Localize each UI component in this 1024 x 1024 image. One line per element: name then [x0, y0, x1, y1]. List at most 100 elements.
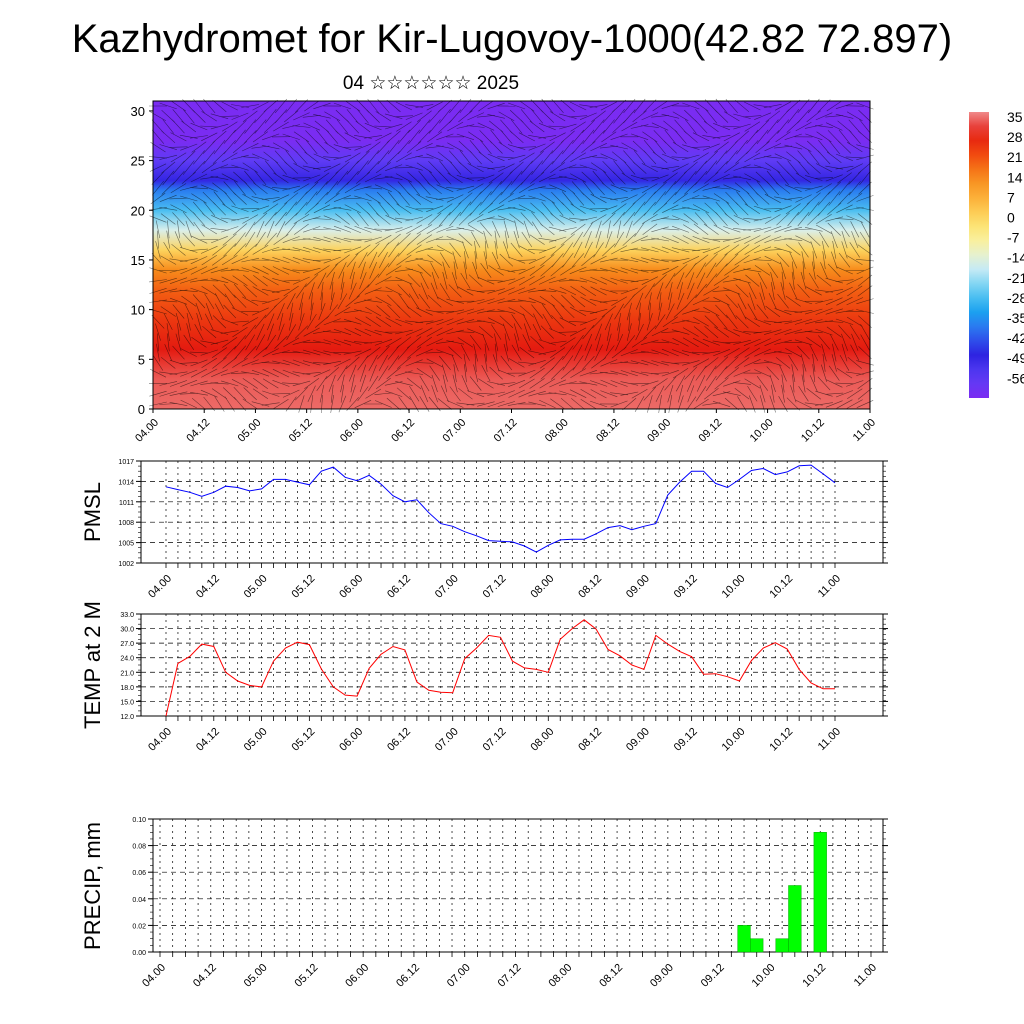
x-tick-label: 04.12 [194, 726, 222, 754]
heatmap-x-tick-label: 06.12 [389, 417, 417, 445]
y-tick-label: 18.0 [120, 685, 134, 692]
x-tick-label: 11.00 [816, 573, 843, 600]
y-tick-label: 1017 [118, 459, 134, 466]
y-tick-label: 12.0 [120, 714, 134, 721]
y-tick-label: 0.02 [132, 923, 146, 930]
x-tick-label: 04.12 [194, 573, 222, 601]
colorbar-label: -14 [1007, 250, 1024, 266]
heatmap-x-tick-label: 08.12 [594, 417, 622, 445]
precip-panel: 0.00 0.02 0.04 0.06 0.08 0.10 04.00 04.12 05.00 0… [80, 817, 888, 990]
precip-bar [813, 832, 827, 953]
heatmap-x-tick-label: 07.12 [492, 417, 520, 445]
heatmap-x-tick-label: 04.00 [133, 417, 161, 445]
colorbar-bar [969, 112, 989, 398]
y-tick-label: 21.0 [120, 670, 134, 677]
y-tick-label: 1011 [119, 500, 134, 507]
y-tick-label: 15.0 [120, 699, 134, 706]
colorbar-label: -56 [1007, 370, 1024, 386]
x-tick-label: 11.00 [816, 726, 843, 753]
x-tick-label: 09.12 [672, 726, 700, 754]
y-tick-label: 0.00 [132, 950, 146, 957]
x-tick-label: 05.12 [290, 726, 318, 754]
panel-frame [152, 818, 884, 953]
x-tick-label: 11.00 [852, 962, 879, 989]
x-tick-label: 06.00 [343, 962, 371, 990]
x-tick-label: 08.00 [528, 726, 556, 754]
x-tick-label: 08.12 [576, 726, 604, 754]
y-tick-label: 0.04 [132, 897, 146, 904]
heatmap-y-tick-label: 25 [131, 154, 145, 169]
x-tick-label: 07.12 [481, 573, 509, 601]
y-axis-title: TEMP at 2 M [80, 601, 105, 729]
y-tick-label: 1008 [118, 520, 134, 527]
x-tick-label: 09.00 [648, 962, 676, 990]
heatmap-y-tick-label: 10 [131, 303, 145, 318]
colorbar-label: -49 [1007, 350, 1024, 366]
heatmap-x-tick-label: 07.00 [440, 417, 468, 445]
x-tick-label: 08.12 [576, 573, 604, 601]
x-tick-label: 06.00 [337, 573, 365, 601]
colorbar: 35 28 21 14 7 0 -7 -14 -21 -28 -35 -42 -49 -56 [969, 109, 1024, 398]
x-tick-label: 09.00 [624, 573, 652, 601]
x-tick-label: 10.00 [750, 962, 778, 990]
colorbar-label: 0 [1007, 210, 1015, 226]
y-axis-title: PMSL [80, 482, 105, 542]
panel-frame [140, 613, 884, 717]
colorbar-label: -7 [1007, 230, 1020, 246]
x-tick-label: 08.00 [546, 962, 574, 990]
wind-barbs [148, 98, 875, 414]
x-tick-label: 06.12 [385, 726, 413, 754]
heatmap-x-tick-label: 11.00 [851, 417, 878, 444]
y-tick-label: 0.10 [132, 817, 146, 824]
heatmap-x-tick-label: 05.12 [287, 417, 315, 445]
heatmap-x-tick-label: 09.00 [645, 417, 673, 445]
precip-bar [750, 938, 764, 953]
y-tick-label: 0.08 [132, 844, 146, 851]
series-line [165, 464, 836, 553]
series-line [165, 619, 835, 717]
x-tick-label: 04.12 [191, 962, 219, 990]
y-tick-label: 24.0 [120, 656, 134, 663]
precip-bar [775, 938, 789, 953]
heatmap-x-tick-label: 10.00 [748, 417, 776, 445]
panel-frame [140, 460, 884, 564]
x-tick-label: 05.00 [242, 573, 270, 601]
colorbar-label: 21 [1007, 149, 1023, 165]
heatmap-x-tick-label: 05.00 [236, 417, 264, 445]
y-tick-label: 1002 [118, 561, 134, 568]
colorbar-label: -28 [1007, 290, 1024, 306]
x-tick-label: 07.12 [496, 962, 524, 990]
precip-bar [788, 885, 802, 953]
precip-bar [737, 925, 751, 953]
pmsl-panel: 1002 1005 1008 1011 1014 1017 04.00 04.12 05.00 0… [80, 459, 888, 601]
heatmap-y-tick-label: 20 [131, 203, 145, 218]
colorbar-label: -35 [1007, 310, 1024, 326]
heatmap-x-tick-label: 04.12 [184, 417, 212, 445]
x-tick-label: 05.12 [293, 962, 321, 990]
x-tick-label: 04.00 [146, 573, 174, 601]
x-tick-label: 10.12 [767, 726, 795, 754]
heatmap-y-tick-label: 15 [131, 253, 145, 268]
x-tick-label: 10.00 [720, 573, 748, 601]
x-tick-label: 05.00 [242, 726, 270, 754]
colorbar-label: 28 [1007, 129, 1023, 145]
temp-2m-panel: 12.0 15.0 18.0 21.0 24.0 27.0 30.0 33.0 04.00 04.… [80, 601, 888, 754]
y-tick-label: 1005 [118, 541, 134, 548]
colorbar-label: 7 [1007, 189, 1015, 205]
x-tick-label: 06.00 [337, 726, 365, 754]
chart-main-title: Kazhydromet for Kir-Lugovoy-1000(42.82 7… [71, 17, 953, 61]
x-tick-label: 06.12 [394, 962, 422, 990]
x-tick-label: 10.00 [720, 726, 748, 754]
x-tick-label: 10.12 [767, 573, 795, 601]
x-tick-label: 04.00 [140, 962, 168, 990]
chart-subtitle: 04 ☆☆☆☆☆☆ 2025 [342, 73, 520, 94]
x-tick-label: 08.00 [528, 573, 556, 601]
colorbar-label: 35 [1007, 109, 1023, 125]
x-tick-label: 05.12 [290, 573, 318, 601]
x-tick-label: 07.00 [433, 573, 461, 601]
x-tick-label: 07.00 [433, 726, 461, 754]
x-tick-label: 09.12 [672, 573, 700, 601]
heatmap-x-tick-label: 10.12 [799, 417, 827, 445]
colorbar-label: 14 [1007, 169, 1023, 185]
